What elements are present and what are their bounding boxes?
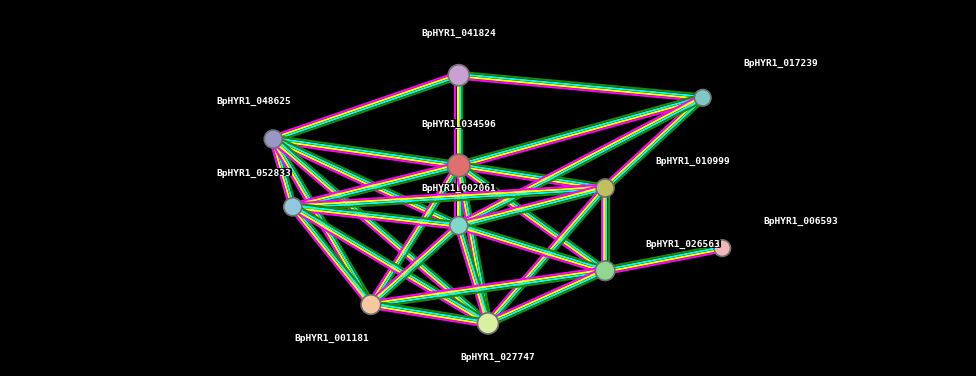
Text: BpHYR1_027747: BpHYR1_027747	[461, 353, 535, 362]
Ellipse shape	[450, 217, 468, 235]
Text: BpHYR1_026563: BpHYR1_026563	[648, 239, 722, 248]
Text: BpHYR1_027747: BpHYR1_027747	[459, 353, 533, 362]
Text: BpHYR1_052833: BpHYR1_052833	[215, 168, 289, 177]
Text: BpHYR1_010999: BpHYR1_010999	[654, 156, 728, 165]
Text: BpHYR1_052833: BpHYR1_052833	[215, 169, 289, 178]
Text: BpHYR1_027747: BpHYR1_027747	[463, 353, 537, 362]
Text: BpHYR1_041824: BpHYR1_041824	[422, 29, 496, 38]
Text: BpHYR1_041824: BpHYR1_041824	[424, 29, 498, 38]
Text: BpHYR1_010999: BpHYR1_010999	[656, 157, 730, 166]
Text: BpHYR1_017239: BpHYR1_017239	[744, 59, 818, 68]
Text: BpHYR1_027747: BpHYR1_027747	[463, 352, 537, 361]
Text: BpHYR1_034596: BpHYR1_034596	[420, 120, 494, 129]
Ellipse shape	[448, 65, 469, 86]
Text: BpHYR1_048625: BpHYR1_048625	[219, 96, 293, 105]
Ellipse shape	[284, 198, 302, 216]
Text: BpHYR1_027747: BpHYR1_027747	[459, 352, 533, 361]
Text: BpHYR1_006593: BpHYR1_006593	[765, 218, 839, 227]
Text: BpHYR1_026563: BpHYR1_026563	[644, 239, 718, 248]
Text: BpHYR1_048625: BpHYR1_048625	[215, 98, 289, 107]
Ellipse shape	[264, 130, 282, 148]
Text: BpHYR1_002061: BpHYR1_002061	[422, 183, 496, 193]
Text: BpHYR1_048625: BpHYR1_048625	[215, 96, 289, 105]
Text: BpHYR1_010999: BpHYR1_010999	[654, 158, 728, 167]
Ellipse shape	[361, 295, 381, 314]
Text: BpHYR1_001181: BpHYR1_001181	[297, 333, 371, 342]
Text: BpHYR1_041824: BpHYR1_041824	[420, 30, 494, 39]
Text: BpHYR1_052833: BpHYR1_052833	[219, 168, 293, 177]
Text: BpHYR1_002061: BpHYR1_002061	[420, 184, 494, 193]
Text: BpHYR1_017239: BpHYR1_017239	[746, 59, 820, 68]
Text: BpHYR1_002061: BpHYR1_002061	[420, 183, 494, 192]
Text: BpHYR1_026563: BpHYR1_026563	[646, 240, 720, 249]
Text: BpHYR1_041824: BpHYR1_041824	[424, 30, 498, 39]
Text: BpHYR1_001181: BpHYR1_001181	[293, 335, 367, 344]
Text: BpHYR1_052833: BpHYR1_052833	[219, 169, 293, 178]
Text: BpHYR1_006593: BpHYR1_006593	[765, 217, 839, 226]
Ellipse shape	[477, 313, 499, 334]
Ellipse shape	[447, 154, 470, 177]
Text: BpHYR1_001181: BpHYR1_001181	[293, 333, 367, 342]
Text: BpHYR1_010999: BpHYR1_010999	[658, 156, 732, 165]
Text: BpHYR1_048625: BpHYR1_048625	[219, 98, 293, 107]
Text: BpHYR1_017239: BpHYR1_017239	[742, 59, 816, 68]
Ellipse shape	[595, 261, 615, 280]
Text: BpHYR1_002061: BpHYR1_002061	[424, 183, 498, 192]
Text: BpHYR1_034596: BpHYR1_034596	[424, 120, 498, 129]
Text: BpHYR1_001181: BpHYR1_001181	[297, 335, 371, 344]
Text: BpHYR1_001181: BpHYR1_001181	[295, 334, 369, 343]
Ellipse shape	[714, 240, 730, 256]
Text: BpHYR1_034596: BpHYR1_034596	[424, 119, 498, 128]
Text: BpHYR1_034596: BpHYR1_034596	[422, 120, 496, 129]
Text: BpHYR1_052833: BpHYR1_052833	[217, 168, 291, 177]
Text: BpHYR1_017239: BpHYR1_017239	[746, 60, 820, 69]
Text: BpHYR1_048625: BpHYR1_048625	[217, 97, 291, 106]
Text: BpHYR1_041824: BpHYR1_041824	[420, 29, 494, 38]
Text: BpHYR1_006593: BpHYR1_006593	[763, 217, 837, 226]
Text: BpHYR1_034596: BpHYR1_034596	[420, 119, 494, 128]
Text: BpHYR1_006593: BpHYR1_006593	[761, 217, 835, 226]
Text: BpHYR1_026563: BpHYR1_026563	[648, 241, 722, 250]
Text: BpHYR1_006593: BpHYR1_006593	[761, 218, 835, 227]
Ellipse shape	[695, 89, 711, 106]
Ellipse shape	[596, 179, 614, 197]
Text: BpHYR1_026563: BpHYR1_026563	[644, 241, 718, 250]
Text: BpHYR1_002061: BpHYR1_002061	[424, 184, 498, 193]
Text: BpHYR1_017239: BpHYR1_017239	[742, 60, 816, 69]
Text: BpHYR1_010999: BpHYR1_010999	[658, 158, 732, 167]
